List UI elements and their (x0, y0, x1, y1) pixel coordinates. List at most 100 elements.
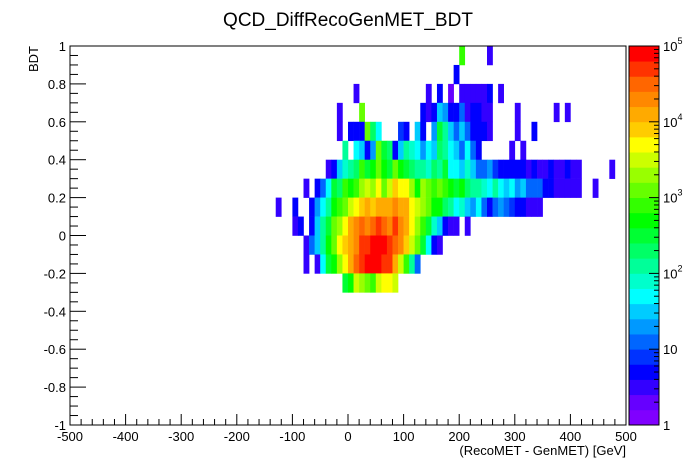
heatmap-cell (320, 254, 327, 274)
palette-swatch (629, 61, 659, 77)
heatmap-cell (359, 197, 365, 217)
heatmap-cell (403, 254, 410, 274)
heatmap-cell (331, 254, 338, 274)
heatmap-cell (436, 121, 443, 142)
heatmap-cell (425, 102, 432, 123)
heatmap-cell (431, 140, 438, 160)
heatmap-cell (503, 178, 510, 198)
palette-swatch (629, 227, 659, 244)
heatmap-cell (453, 159, 460, 179)
palette-swatch (629, 303, 659, 320)
heatmap-cell (353, 235, 360, 255)
palette-swatch (629, 273, 659, 289)
heatmap-cell (459, 83, 466, 104)
heatmap-cell (314, 197, 321, 217)
heatmap-cell (414, 197, 421, 217)
heatmap-cell (336, 178, 343, 198)
heatmap-cell (453, 121, 460, 142)
heatmap-cell (442, 140, 449, 160)
heatmap-cell (448, 140, 454, 160)
heatmap-cell (325, 178, 332, 198)
heatmap-cell (398, 197, 404, 217)
heatmap-cells (275, 46, 616, 293)
heatmap-cell (520, 140, 527, 160)
heatmap-cell (559, 159, 566, 179)
heatmap-cell (442, 216, 449, 236)
heatmap-cell (359, 121, 365, 142)
heatmap-cell (509, 140, 516, 160)
heatmap-cell (364, 273, 371, 293)
heatmap-cell (392, 235, 399, 255)
heatmap-cell (398, 235, 404, 255)
palette-swatch (629, 409, 659, 426)
heatmap-cell (414, 235, 421, 255)
heatmap-cell (509, 197, 516, 217)
heatmap-cell (375, 159, 382, 179)
heatmap-cell (386, 197, 393, 217)
heatmap-cell (336, 121, 343, 142)
heatmap-cell (364, 178, 371, 198)
heatmap-cell (314, 178, 321, 198)
heatmap-cell (398, 254, 404, 274)
heatmap-cell (392, 197, 399, 217)
heatmap-cell (448, 178, 454, 198)
heatmap-cell (375, 121, 382, 142)
palette-swatch (629, 167, 659, 183)
color-palette-scale (629, 46, 659, 426)
heatmap-cell (464, 102, 471, 123)
heatmap-cell (542, 159, 549, 179)
y-tick-label: -0.2 (44, 266, 66, 281)
heatmap-cell (359, 159, 365, 179)
heatmap-cell (470, 159, 477, 179)
heatmap-cell (436, 235, 443, 255)
heatmap-cell (398, 159, 404, 179)
heatmap-cell (453, 140, 460, 160)
heatmap-cell (403, 121, 410, 142)
heatmap-cell (464, 197, 471, 217)
heatmap-cell (448, 159, 454, 179)
heatmap-cell (297, 216, 304, 236)
palette-swatch (629, 46, 659, 62)
y-tick-label: 0.8 (48, 77, 66, 92)
heatmap-cell (470, 102, 477, 123)
chart-title: QCD_DiffRecoGenMET_BDT (223, 10, 473, 31)
heatmap-cell (570, 178, 577, 198)
heatmap-cell (425, 235, 432, 255)
heatmap-cell (370, 235, 377, 255)
heatmap-cell (464, 159, 471, 179)
heatmap-cell (537, 159, 543, 179)
heatmap-cell (320, 178, 327, 198)
heatmap-cell (548, 159, 555, 179)
heatmap-cell (559, 178, 566, 198)
palette-swatch (629, 288, 659, 305)
heatmap-cell (420, 216, 427, 236)
heatmap-cell (464, 83, 471, 104)
heatmap-cell (359, 235, 365, 255)
heatmap-cell (487, 197, 493, 217)
heatmap-cell (314, 235, 321, 255)
x-tick-label: 500 (615, 429, 637, 444)
palette-tick-label: 104 (663, 112, 682, 130)
heatmap-cell (348, 197, 354, 217)
x-tick-label: 100 (393, 429, 415, 444)
heatmap-cell (348, 121, 354, 142)
heatmap-cell (453, 216, 460, 236)
heatmap-cell (481, 121, 488, 142)
heatmap-cell (348, 216, 354, 236)
heatmap-cell (436, 178, 443, 198)
heatmap-cell (336, 102, 343, 123)
heatmap-cell (331, 159, 338, 179)
heatmap-cell (381, 216, 388, 236)
heatmap-cell (592, 178, 599, 198)
heatmap-cell (375, 178, 382, 198)
x-axis-label: (RecoMET - GenMET) [GeV] (459, 443, 626, 458)
y-tick-label: -0.4 (44, 304, 66, 319)
heatmap-cell (381, 178, 388, 198)
heatmap-cell (492, 197, 499, 217)
heatmap-cell (398, 140, 404, 160)
heatmap-cell (481, 102, 488, 123)
heatmap-cell (314, 216, 321, 236)
heatmap-cell (353, 216, 360, 236)
heatmap-cell (570, 159, 577, 179)
heatmap-cell (325, 235, 332, 255)
